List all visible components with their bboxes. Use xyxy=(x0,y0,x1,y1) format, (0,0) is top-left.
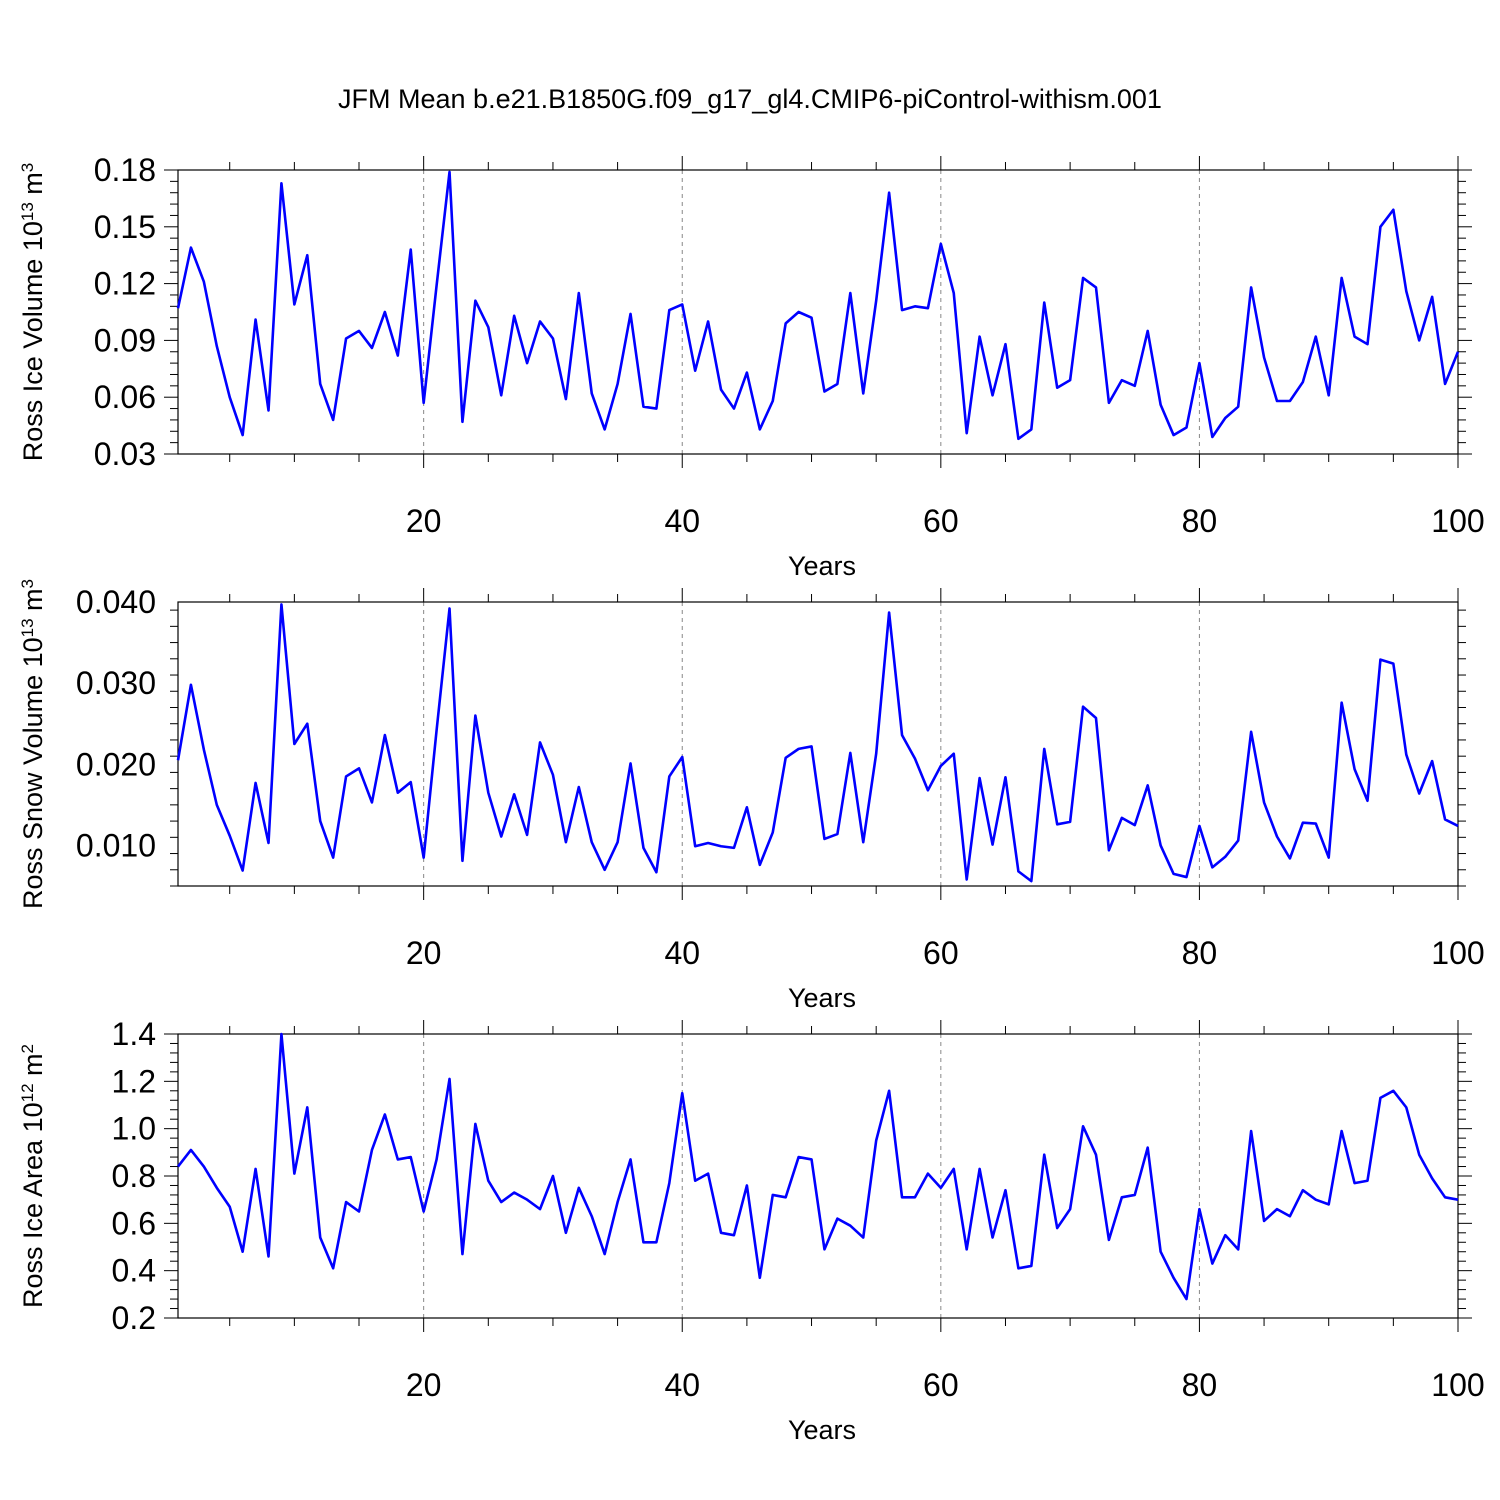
ross-snow-volume-series-line xyxy=(176,603,1459,883)
x-tick-label: 100 xyxy=(1431,1367,1484,1403)
y-axis-label: Ross Snow Volume 1013 m3 xyxy=(18,579,49,909)
y-tick-label: 0.4 xyxy=(112,1253,156,1289)
y-tick-label: 1.4 xyxy=(112,1016,156,1052)
x-axis-label: Years xyxy=(788,983,856,1013)
x-axis-label: Years xyxy=(788,551,856,581)
y-tick-label: 0.09 xyxy=(94,322,156,358)
plot-frame xyxy=(177,601,1459,887)
y-tick-label: 0.12 xyxy=(94,266,156,302)
x-tick-label: 40 xyxy=(664,1367,700,1403)
y-axis-label: Ross Ice Volume 1013 m3 xyxy=(18,163,49,462)
ross-ice-volume-panel: 20 40 60 80 100 Years 0.03 0.06 0.09 0.12 0.15 0.18… xyxy=(18,152,1485,581)
x-tick-label: 80 xyxy=(1182,935,1218,971)
ross-snow-volume-panel: 20 40 60 80 100 Years 0.010 0.020 0.030 0.040 Ross… xyxy=(18,579,1485,1013)
x-tick-label: 80 xyxy=(1182,1367,1218,1403)
x-tick-label: 60 xyxy=(923,935,959,971)
y-axis-label: Ross Ice Area 1012 m2 xyxy=(18,1044,49,1308)
x-tick-label: 100 xyxy=(1431,503,1484,539)
y-tick-label: 0.03 xyxy=(94,436,156,472)
x-tick-label: 80 xyxy=(1182,503,1218,539)
y-tick-label: 0.040 xyxy=(76,584,156,620)
ross-ice-volume-series-line xyxy=(176,170,1460,441)
x-tick-label: 40 xyxy=(664,503,700,539)
panels-group: 20 40 60 80 100 Years 0.03 0.06 0.09 0.12 0.15 0.18… xyxy=(18,152,1485,1445)
y-tick-label: 1.0 xyxy=(112,1111,156,1147)
x-tick-label: 40 xyxy=(664,935,700,971)
x-tick-label: 60 xyxy=(923,1367,959,1403)
x-tick-label: 20 xyxy=(406,1367,442,1403)
x-tick-label: 20 xyxy=(406,503,442,539)
y-tick-label: 0.020 xyxy=(76,746,156,782)
y-tick-label: 0.15 xyxy=(94,209,156,245)
ross-ice-area-panel: 20 40 60 80 100 Years 0.2 0.4 0.6 0.8 1.0 1.2 1.4 Ros… xyxy=(18,1016,1485,1445)
y-tick-label: 0.010 xyxy=(76,827,156,863)
y-tick-label: 1.2 xyxy=(112,1063,156,1099)
y-tick-label: 0.030 xyxy=(76,665,156,701)
y-tick-label: 0.2 xyxy=(112,1300,156,1336)
y-tick-label: 0.18 xyxy=(94,152,156,188)
x-tick-label: 20 xyxy=(406,935,442,971)
plot-frame xyxy=(177,169,1459,455)
ross-ice-area-series-line xyxy=(176,1032,1459,1301)
x-tick-label: 60 xyxy=(923,503,959,539)
x-axis-label: Years xyxy=(788,1415,856,1445)
y-tick-label: 0.6 xyxy=(112,1205,156,1241)
x-tick-label: 100 xyxy=(1431,935,1484,971)
y-tick-label: 0.06 xyxy=(94,379,156,415)
figure-title: JFM Mean b.e21.B1850G.f09_g17_gl4.CMIP6-… xyxy=(338,84,1162,114)
y-tick-label: 0.8 xyxy=(112,1158,156,1194)
